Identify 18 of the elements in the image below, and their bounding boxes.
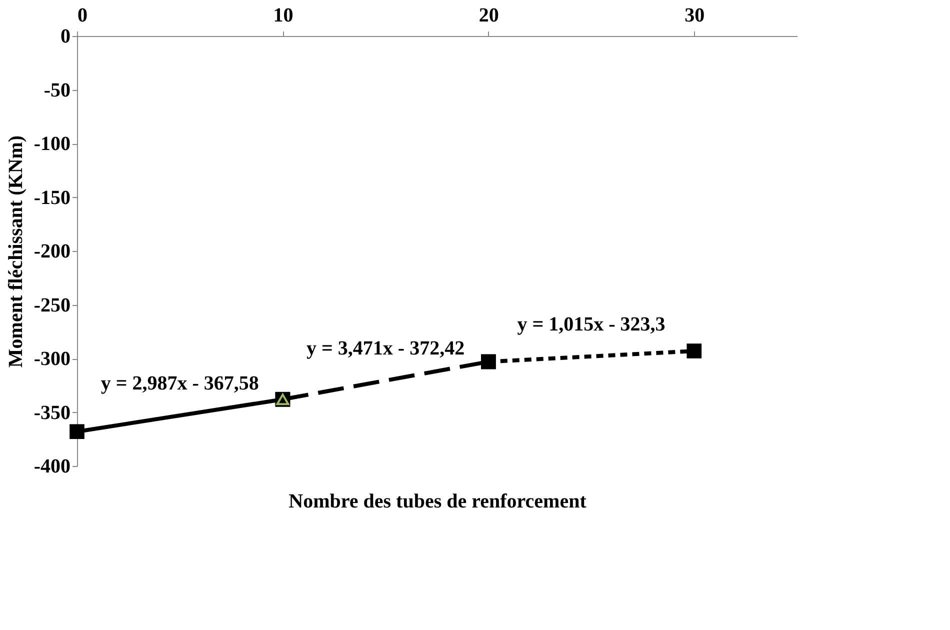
y-tick-label: -150 [34, 186, 70, 209]
x-tick-label: 0 [78, 4, 88, 26]
y-tick-label: -250 [34, 294, 70, 316]
y-tick-label: -350 [34, 402, 70, 424]
annotation: y = 3,471x - 372,42 [306, 338, 465, 360]
y-tick-label: -200 [34, 240, 70, 262]
y-tick-label: -400 [34, 456, 70, 478]
y-axis-title: Moment fléchissant (KNm) [4, 135, 27, 368]
x-tick-label: 10 [273, 4, 294, 26]
y-tick-label: 0 [60, 26, 70, 48]
x-tick-label: 20 [478, 4, 499, 26]
annotation: y = 2,987x - 367,58 [100, 372, 259, 394]
x-tick-label: 30 [684, 4, 705, 26]
y-tick-label: -100 [34, 133, 70, 155]
y-tick-label: -50 [44, 79, 70, 102]
y-tick-label: -300 [34, 348, 70, 370]
x-axis-title: Nombre des tubes de renforcement [288, 490, 587, 512]
annotation: y = 1,015x - 323,3 [517, 313, 666, 336]
